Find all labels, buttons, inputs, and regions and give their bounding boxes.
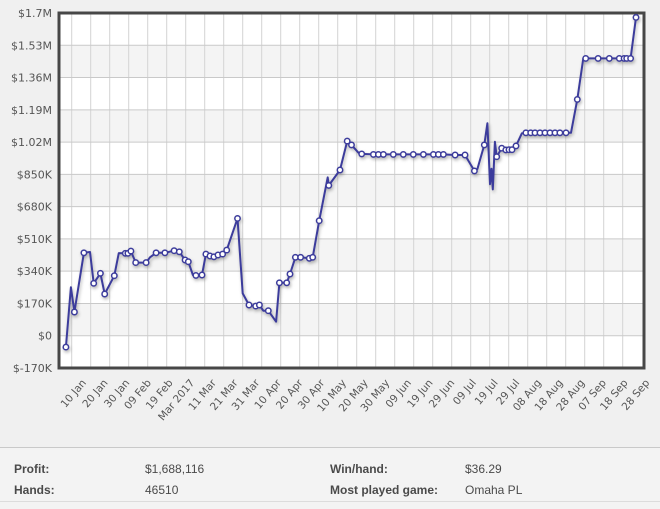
stats-column-right: Win/hand: $36.29 Most played game: Omaha… [330, 458, 660, 501]
data-point-marker [605, 54, 613, 62]
data-point-marker [358, 150, 366, 158]
data-point-marker [264, 307, 272, 315]
svg-text:$510K: $510K [17, 233, 53, 246]
data-point-marker [627, 54, 635, 62]
svg-text:19 Jul: 19 Jul [473, 377, 501, 407]
svg-text:09 Jul: 09 Jul [451, 377, 479, 407]
data-point-marker [70, 308, 78, 316]
data-point-marker [336, 166, 344, 174]
data-point-marker [409, 150, 417, 158]
data-point-marker [325, 181, 333, 189]
data-point-marker [192, 271, 200, 279]
stats-panel: Profit: $1,688,116 Hands: 46510 Win/hand… [0, 447, 660, 509]
data-point-marker [96, 269, 104, 277]
svg-text:$1.36M: $1.36M [11, 72, 52, 85]
data-point-marker [286, 270, 294, 278]
data-point-marker [219, 250, 227, 258]
data-point-marker [62, 343, 70, 351]
data-point-marker [90, 279, 98, 287]
profit-label: Profit: [14, 461, 50, 476]
data-point-marker [283, 279, 291, 287]
svg-text:$340K: $340K [17, 265, 53, 278]
data-point-marker [573, 95, 581, 103]
data-point-marker [508, 146, 516, 154]
data-point-marker [480, 141, 488, 149]
profit-value: $1,688,116 [145, 461, 205, 476]
data-point-marker [152, 249, 160, 257]
data-point-marker [132, 259, 140, 267]
data-point-marker [161, 249, 169, 257]
stat-row-win-per-hand: Win/hand: $36.29 [330, 458, 660, 480]
data-point-marker [461, 151, 469, 159]
data-point-marker [632, 13, 640, 21]
svg-text:$1.02M: $1.02M [11, 136, 52, 149]
data-point-marker [419, 150, 427, 158]
svg-text:$0: $0 [38, 330, 52, 343]
hands-value: 46510 [145, 483, 179, 498]
data-point-marker [275, 279, 283, 287]
data-point-marker [582, 54, 590, 62]
svg-text:$170K: $170K [17, 297, 53, 310]
stat-row-hands: Hands: 46510 [14, 480, 330, 502]
svg-text:$-170K: $-170K [13, 362, 53, 375]
data-point-marker [562, 129, 570, 137]
data-point-marker [127, 247, 135, 255]
win-per-hand-label: Win/hand: [330, 461, 388, 476]
stat-row-profit: Profit: $1,688,116 [14, 458, 330, 480]
data-point-marker [110, 272, 118, 280]
data-point-marker [184, 258, 192, 266]
svg-text:$680K: $680K [17, 201, 53, 214]
data-point-marker [234, 214, 241, 222]
data-point-marker [245, 301, 253, 309]
svg-text:$1.19M: $1.19M [11, 104, 52, 117]
data-point-marker [175, 248, 183, 256]
stats-table: Profit: $1,688,116 Hands: 46510 Win/hand… [0, 448, 660, 502]
svg-text:$850K: $850K [17, 168, 53, 181]
stat-row-most-played-game: Most played game: Omaha PL [330, 480, 660, 502]
data-point-marker [223, 246, 231, 254]
data-point-marker [315, 217, 323, 225]
data-point-marker [379, 150, 387, 158]
data-point-marker [389, 150, 397, 158]
data-point-marker [594, 54, 602, 62]
data-point-marker [451, 151, 459, 159]
win-per-hand-value: $36.29 [465, 461, 502, 476]
data-point-marker [142, 259, 150, 267]
data-point-marker [493, 153, 501, 161]
data-point-marker [255, 301, 263, 309]
svg-text:$1.53M: $1.53M [11, 39, 52, 52]
data-point-marker [80, 249, 88, 257]
data-point-marker [348, 141, 355, 149]
data-point-marker [101, 290, 109, 298]
data-point-marker [556, 129, 564, 137]
data-point-marker [470, 167, 478, 175]
profit-graph-canvas: $1.7M $1.53M $1.36M $1.19M $1.02M $850K $680K $… [11, 7, 652, 423]
most-played-game-label: Most played game: [330, 483, 439, 498]
data-point-marker [309, 253, 317, 261]
data-point-marker [198, 271, 206, 279]
hands-label: Hands: [14, 483, 55, 498]
data-point-marker [512, 142, 520, 150]
profit-graph: $1.7M $1.53M $1.36M $1.19M $1.02M $850K $680K $… [11, 7, 652, 423]
most-played-game-value: Omaha PL [465, 483, 523, 498]
data-point-marker [399, 150, 407, 158]
data-point-marker [343, 137, 351, 145]
stats-column-left: Profit: $1,688,116 Hands: 46510 [14, 458, 330, 501]
profit-series [62, 13, 640, 351]
data-point-marker [297, 253, 305, 261]
data-point-marker [439, 150, 447, 158]
svg-text:$1.7M: $1.7M [18, 7, 52, 20]
